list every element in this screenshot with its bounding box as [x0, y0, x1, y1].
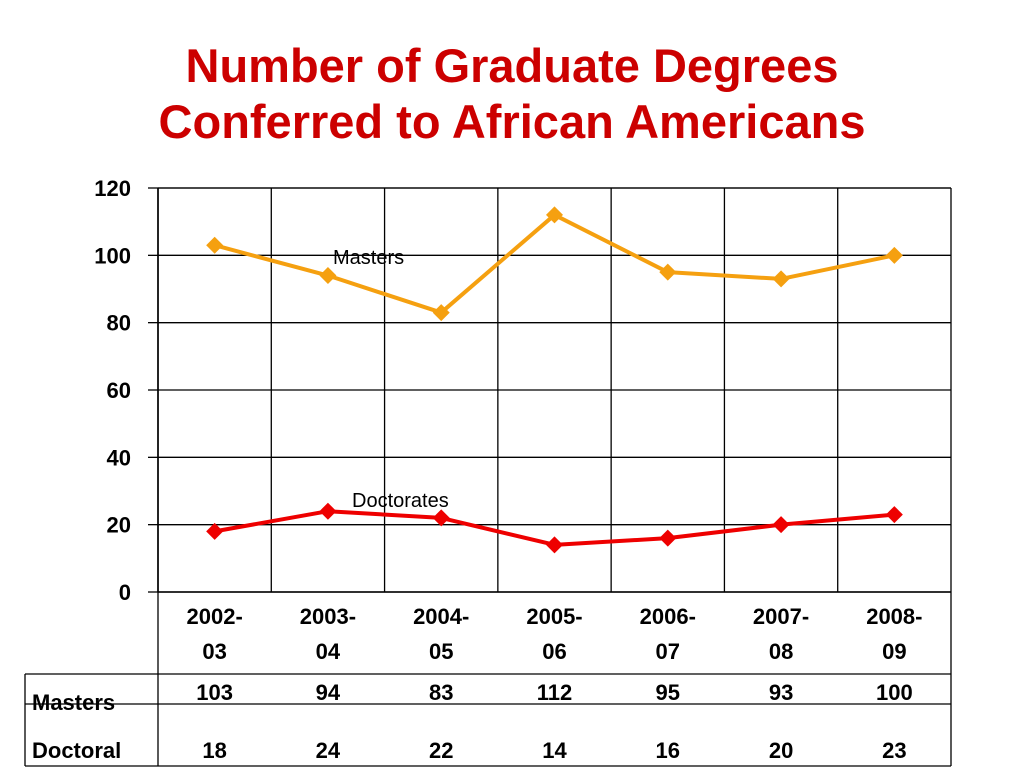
x-tick-label: 2004-: [413, 604, 469, 629]
data-point-marker: [659, 263, 677, 281]
data-table-cell: 23: [882, 738, 906, 763]
data-table-row-label: Doctoral: [32, 738, 121, 763]
data-point-marker: [432, 509, 450, 527]
data-table-cell: 95: [656, 680, 680, 705]
data-point-marker: [546, 536, 563, 554]
data-table-cell: 24: [316, 738, 341, 763]
y-tick-label: 120: [94, 176, 131, 201]
data-point-marker: [319, 502, 337, 520]
series-label-doctorates: Doctorates: [352, 490, 449, 512]
data-point-marker: [885, 506, 903, 524]
data-table-cell: 18: [202, 738, 226, 763]
chart-title-line-1: Number of Graduate Degrees: [185, 39, 839, 92]
data-table-cell: 94: [316, 680, 341, 705]
x-tick-label: 09: [882, 639, 906, 664]
data-point-marker: [772, 516, 790, 534]
data-point-marker: [885, 246, 903, 264]
x-tick-label: 2005-: [526, 604, 582, 629]
data-table-cell: 14: [542, 738, 567, 763]
data-point-marker: [772, 270, 790, 288]
y-tick-label: 100: [94, 243, 131, 268]
y-tick-label: 0: [119, 580, 131, 605]
data-point-marker: [546, 206, 563, 224]
x-tick-label: 04: [316, 639, 341, 664]
x-tick-label: 2006-: [640, 604, 696, 629]
data-point-marker: [659, 529, 677, 547]
x-tick-label: 2003-: [300, 604, 356, 629]
series-label-masters: Masters: [333, 247, 404, 269]
data-table-cell: 16: [656, 738, 680, 763]
x-tick-label: 03: [202, 639, 226, 664]
data-table-cell: 112: [537, 680, 573, 705]
data-table-cell: 83: [429, 680, 453, 705]
data-point-marker: [206, 522, 224, 540]
chart-title: Number of Graduate Degrees Conferred to …: [0, 38, 1024, 150]
data-point-marker: [432, 304, 450, 322]
x-tick-label: 2002-: [187, 604, 243, 629]
x-tick-label: 2007-: [753, 604, 809, 629]
data-table-cell: 20: [769, 738, 793, 763]
y-tick-label: 80: [107, 311, 131, 336]
x-tick-label: 06: [542, 639, 566, 664]
data-table-cell: 103: [196, 680, 233, 705]
data-table-row-label: Masters: [32, 690, 115, 715]
x-tick-label: 2008-: [866, 604, 922, 629]
data-point-marker: [206, 236, 224, 254]
y-tick-label: 60: [107, 378, 131, 403]
data-table-cell: 93: [769, 680, 793, 705]
series-line-masters: [214, 212, 895, 315]
x-tick-label: 08: [769, 639, 793, 664]
chart-title-line-2: Conferred to African Americans: [158, 95, 866, 148]
data-table-cell: 100: [876, 680, 913, 705]
y-tick-label: 20: [107, 513, 131, 538]
y-tick-label: 40: [107, 445, 131, 470]
x-tick-label: 05: [429, 639, 453, 664]
x-tick-label: 07: [656, 639, 680, 664]
data-point-marker: [319, 267, 337, 285]
data-table-cell: 22: [429, 738, 453, 763]
